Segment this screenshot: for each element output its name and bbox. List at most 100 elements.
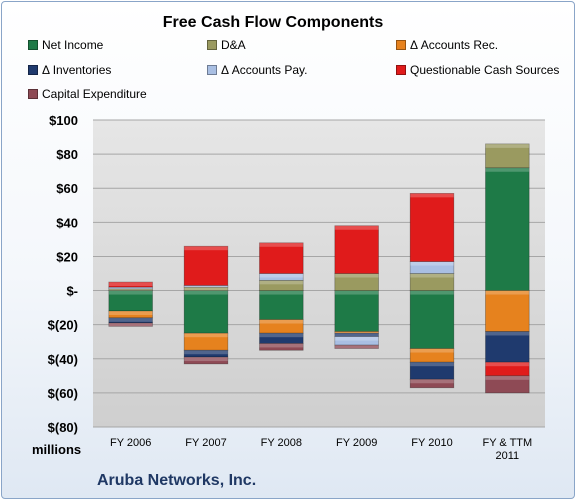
bar-segment-highlight	[108, 311, 153, 316]
bar-segment	[409, 378, 455, 389]
bar-segment-highlight	[184, 290, 228, 295]
bar-segment-highlight	[410, 273, 454, 278]
bar-segment-highlight	[184, 287, 228, 291]
y-tick-label: $(80)	[48, 420, 78, 435]
bar-segment	[183, 245, 229, 286]
bar-segment	[259, 290, 304, 320]
x-tick-label: FY & TTM	[482, 437, 532, 449]
bar-segment	[108, 322, 153, 327]
legend-label: Δ Accounts Pay.	[221, 63, 308, 77]
legend-label: D&A	[221, 38, 246, 52]
y-tick-label: $(20)	[48, 318, 78, 333]
bar-segment	[334, 344, 379, 349]
bar-segment	[409, 290, 455, 349]
bar-segment	[259, 343, 304, 351]
bar-segment-highlight	[334, 290, 379, 295]
legend-swatch	[207, 65, 217, 75]
bar-segment-highlight	[108, 317, 153, 322]
bar-segment	[485, 290, 530, 332]
legend-label: Net Income	[42, 38, 104, 52]
bar-segment-highlight	[334, 225, 379, 230]
y-tick-label: $(40)	[48, 352, 78, 367]
y-tick-label: $20	[56, 249, 78, 264]
bar-segment-highlight	[184, 357, 228, 362]
bar-segment	[183, 356, 229, 365]
legend-label: Capital Expenditure	[42, 87, 147, 101]
legend-label: Δ Inventories	[42, 63, 112, 77]
bar-segment-highlight	[259, 280, 304, 285]
bar-segment-highlight	[108, 322, 153, 327]
bar-segment-highlight	[410, 261, 454, 266]
bar-segment	[183, 285, 229, 288]
legend-label: Δ Accounts Rec.	[410, 38, 499, 52]
bar-segment-highlight	[485, 331, 530, 336]
x-tick-label: 2011	[496, 450, 520, 462]
bar-segment-highlight	[485, 362, 530, 367]
bar-segment-highlight	[410, 193, 454, 198]
bar-segment-highlight	[485, 167, 530, 172]
bar-segment-highlight	[334, 273, 379, 278]
bar-segment	[485, 375, 530, 394]
bar-segment-highlight	[184, 285, 228, 288]
x-tick-label: FY 2006	[110, 437, 151, 449]
legend-swatch	[396, 65, 406, 75]
bar-segment-highlight	[108, 287, 153, 289]
bar-segment	[485, 331, 530, 363]
bar-segment-highlight	[334, 345, 379, 349]
bar-segment	[108, 281, 153, 288]
bar-segment-highlight	[184, 333, 228, 338]
legend-item-accounts-rec: Δ Accounts Rec.	[396, 38, 498, 52]
bar-segment	[334, 225, 379, 274]
bar-segment-highlight	[410, 290, 454, 295]
x-tick-label: FY 2010	[411, 437, 452, 449]
bar-segment-highlight	[184, 350, 228, 355]
bar-segment-highlight	[259, 273, 304, 278]
y-tick-label: $(60)	[48, 386, 78, 401]
y-tick-label: $100	[49, 113, 78, 128]
legend-swatch	[28, 40, 38, 50]
chart-title: Free Cash Flow Components	[162, 14, 384, 31]
bar-segment	[183, 290, 229, 334]
legend-item-questionable: Questionable Cash Sources	[396, 63, 559, 77]
bar-segment-highlight	[108, 282, 153, 287]
plot-area	[93, 120, 545, 427]
bar-segment	[259, 319, 304, 334]
bar-segment-highlight	[410, 379, 454, 384]
bar-segment	[409, 348, 455, 363]
legend-item-capex: Capital Expenditure	[28, 87, 147, 101]
units-label: millions	[32, 442, 82, 457]
legend-item-net-income: Net Income	[28, 38, 103, 52]
legend-label: Questionable Cash Sources	[410, 63, 560, 77]
bar-segment-highlight	[184, 246, 228, 251]
bar-segment-highlight	[108, 288, 153, 291]
bar-segment	[485, 167, 530, 291]
bar-segment	[334, 290, 379, 332]
bar-segment-highlight	[259, 290, 304, 295]
bar-segment-highlight	[259, 242, 304, 247]
legend-swatch	[396, 40, 406, 50]
bar-segment-highlight	[410, 362, 454, 367]
bar-segment-highlight	[334, 331, 379, 334]
legend-swatch	[28, 65, 38, 75]
y-tick-label: $40	[56, 215, 78, 230]
bar-segment-highlight	[259, 319, 304, 324]
bar-segment-highlight	[485, 375, 530, 380]
bar-segment	[259, 242, 304, 274]
legend-item-accounts-pay: Δ Accounts Pay.	[207, 63, 308, 77]
y-tick-label: $60	[56, 181, 78, 196]
legend-swatch	[207, 40, 217, 50]
x-tick-label: FY 2007	[185, 437, 226, 449]
bar-segment-highlight	[108, 290, 153, 295]
legend-item-inventories: Δ Inventories	[28, 63, 111, 77]
company-name: Aruba Networks, Inc.	[97, 472, 257, 489]
y-tick-label: $-	[66, 284, 78, 299]
bar-segment	[485, 143, 530, 169]
legend-item-da: D&A	[207, 38, 246, 52]
legend-swatch	[28, 89, 38, 99]
bar-segment-highlight	[410, 348, 454, 353]
bar-segment-highlight	[485, 290, 530, 295]
bar-segment-highlight	[259, 343, 304, 348]
bar-segment-highlight	[485, 143, 530, 148]
x-tick-label: FY 2008	[261, 437, 302, 449]
